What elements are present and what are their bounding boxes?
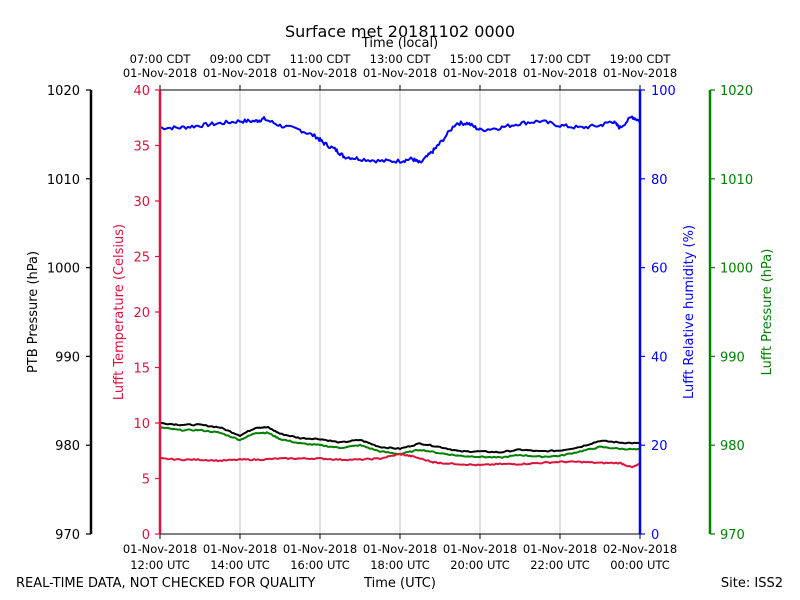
temperature-tick-label: 25 — [133, 251, 150, 266]
top-tick-date: 01-Nov-2018 — [523, 66, 597, 80]
bottom-tick-time: 22:00 UTC — [530, 558, 590, 572]
top-tick-time: 19:00 CDT — [610, 52, 672, 66]
bottom-tick-date: 01-Nov-2018 — [443, 542, 517, 556]
series-layer — [159, 115, 641, 469]
bottom-tick-date: 01-Nov-2018 — [523, 542, 597, 556]
top-tick-date: 01-Nov-2018 — [203, 66, 277, 80]
top-tick-time: 09:00 CDT — [210, 52, 272, 66]
ticks-layer: 01-Nov-2018 12:00 UTC 01-Nov-2018 14:00 UTC… — [47, 52, 753, 572]
bottom-tick-time: 00:00 UTC — [610, 558, 670, 572]
ptb-pressure-tick-label: 990 — [55, 350, 80, 365]
temperature-tick-label: 15 — [133, 362, 150, 377]
footer-right-text: Site: ISS2 — [721, 576, 783, 591]
bottom-tick-time: 18:00 UTC — [370, 558, 430, 572]
temperature-tick-label: 5 — [142, 473, 150, 488]
top-tick-date: 01-Nov-2018 — [123, 66, 197, 80]
ptb-pressure-tick-label: 970 — [55, 528, 80, 543]
temperature-axis-label: Lufft Temperature (Celsius) — [112, 224, 127, 400]
temperature-tick-label: 35 — [133, 140, 150, 155]
ptb-pressure-tick-label: 1020 — [47, 84, 80, 99]
chart-title: Surface met 20181102 0000 — [285, 22, 515, 41]
ptb-pressure-axis-label: PTB Pressure (hPa) — [26, 251, 41, 373]
ptb-pressure-tick-label: 1000 — [47, 262, 80, 277]
lufft-pressure-tick-label: 1010 — [720, 173, 753, 188]
top-tick-time: 13:00 CDT — [370, 52, 432, 66]
series-line-lufft-temperature — [159, 452, 641, 469]
bottom-tick-date: 02-Nov-2018 — [603, 542, 677, 556]
series-line-lufft-relative-humidity — [159, 115, 641, 164]
lufft-pressure-tick-label: 980 — [720, 439, 745, 454]
ptb-pressure-tick-label: 980 — [55, 439, 80, 454]
lufft-pressure-tick-label: 1020 — [720, 84, 753, 99]
top-tick-date: 01-Nov-2018 — [363, 66, 437, 80]
humidity-tick-label: 40 — [651, 350, 668, 365]
footer-left-text: REAL-TIME DATA, NOT CHECKED FOR QUALITY — [16, 576, 315, 591]
bottom-axis-label: Time (UTC) — [363, 576, 436, 591]
top-tick-date: 01-Nov-2018 — [283, 66, 357, 80]
top-tick-time: 07:00 CDT — [130, 52, 192, 66]
temperature-tick-label: 10 — [133, 417, 150, 432]
bottom-tick-time: 20:00 UTC — [450, 558, 510, 572]
lufft-pressure-axis-label: Lufft Pressure (hPa) — [760, 249, 775, 376]
bottom-tick-time: 12:00 UTC — [130, 558, 190, 572]
bottom-tick-date: 01-Nov-2018 — [203, 542, 277, 556]
top-tick-date: 01-Nov-2018 — [443, 66, 517, 80]
temperature-tick-label: 20 — [133, 306, 150, 321]
lufft-pressure-tick-label: 1000 — [720, 262, 753, 277]
temperature-tick-label: 30 — [133, 195, 150, 210]
top-axis-label: Time (local) — [361, 36, 438, 51]
humidity-tick-label: 100 — [651, 84, 676, 99]
bottom-tick-time: 16:00 UTC — [290, 558, 350, 572]
bottom-tick-date: 01-Nov-2018 — [283, 542, 357, 556]
temperature-tick-label: 40 — [133, 84, 150, 99]
bottom-tick-date: 01-Nov-2018 — [123, 542, 197, 556]
humidity-tick-label: 80 — [651, 173, 668, 188]
bottom-tick-date: 01-Nov-2018 — [363, 542, 437, 556]
top-tick-time: 17:00 CDT — [530, 52, 592, 66]
top-tick-time: 11:00 CDT — [290, 52, 352, 66]
ptb-pressure-tick-label: 1010 — [47, 173, 80, 188]
humidity-tick-label: 0 — [651, 528, 659, 543]
grid-lines — [239, 90, 561, 534]
humidity-axis-label: Lufft Relative humidity (%) — [682, 225, 697, 399]
series-line-ptb-pressure — [159, 421, 641, 454]
humidity-tick-label: 20 — [651, 439, 668, 454]
series-line-lufft-pressure — [159, 426, 641, 459]
top-tick-time: 15:00 CDT — [450, 52, 512, 66]
lufft-pressure-tick-label: 990 — [720, 350, 745, 365]
top-tick-date: 01-Nov-2018 — [603, 66, 677, 80]
lufft-pressure-tick-label: 970 — [720, 528, 745, 543]
bottom-tick-time: 14:00 UTC — [210, 558, 270, 572]
temperature-tick-label: 0 — [142, 528, 150, 543]
humidity-tick-label: 60 — [651, 262, 668, 277]
